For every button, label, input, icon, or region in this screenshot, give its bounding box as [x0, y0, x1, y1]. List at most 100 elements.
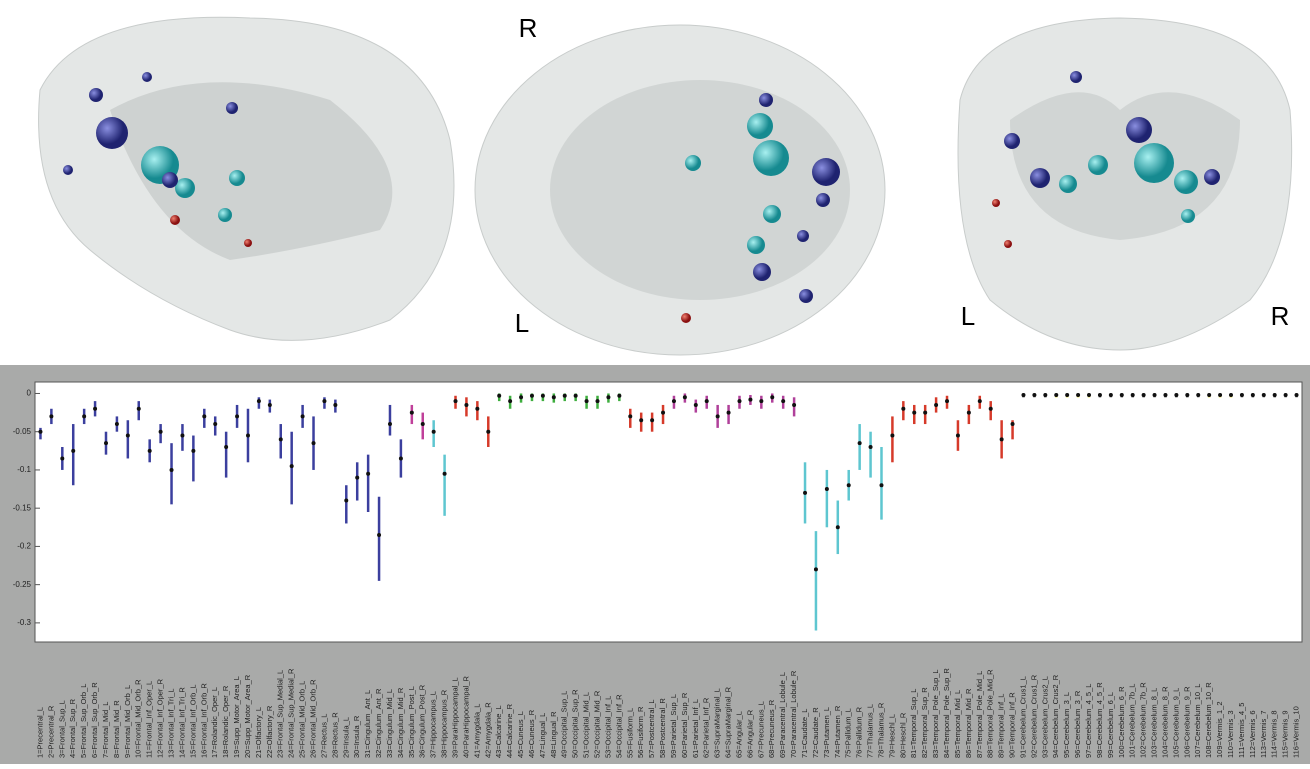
median	[934, 403, 938, 407]
node	[226, 102, 238, 114]
median	[716, 414, 720, 418]
median	[519, 395, 523, 399]
median	[596, 399, 600, 403]
x-tick-label: 17=Rolandic_Oper_L	[210, 687, 219, 758]
median	[1076, 393, 1080, 397]
x-tick-label: 34=Cingulum_Mid_R	[396, 687, 405, 758]
x-tick-label: 35=Cingulum_Post_L	[407, 686, 416, 758]
median	[606, 395, 610, 399]
node	[229, 170, 245, 186]
median	[879, 483, 883, 487]
median	[126, 434, 130, 438]
x-tick-label: 89=Temporal_Inf_L	[997, 694, 1006, 758]
x-tick-label: 108=Cerebelum_10_R	[1204, 682, 1213, 758]
median	[727, 411, 731, 415]
x-tick-label: 45=Cuneus_L	[516, 711, 525, 758]
x-tick-label: 52=Occipital_Mid_R	[592, 690, 601, 758]
node	[812, 158, 840, 186]
median	[694, 403, 698, 407]
x-tick-label: 60=Parietal_Sup_R	[680, 692, 689, 758]
x-tick-label: 64=SupraMarginal_R	[724, 686, 733, 758]
median	[1065, 393, 1069, 397]
x-tick-label: 97=Cerebelum_4_5_L	[1084, 684, 1093, 758]
x-tick-label: 23=Frontal_Sup_Medial_L	[276, 670, 285, 758]
x-tick-label: 91=Cerebelum_Crus1_L	[1018, 676, 1027, 758]
median	[235, 414, 239, 418]
x-tick-label: 15=Frontal_Inf_Orb_L	[188, 684, 197, 758]
median	[683, 395, 687, 399]
median	[792, 403, 796, 407]
median	[923, 411, 927, 415]
x-tick-label: 8=Frontal_Mid_R	[112, 700, 121, 758]
median	[1284, 393, 1288, 397]
x-tick-label: 31=Cingulum_Ant_L	[363, 690, 372, 758]
x-tick-label: 110=Vermis_3	[1226, 710, 1235, 758]
median	[60, 456, 64, 460]
x-tick-label: 2=Precentral_R	[46, 705, 55, 758]
node	[1181, 209, 1195, 223]
x-tick-label: 99=Cerebelum_6_L	[1106, 692, 1115, 758]
node	[1004, 133, 1020, 149]
median	[1218, 393, 1222, 397]
median	[858, 441, 862, 445]
node	[89, 88, 103, 102]
median	[301, 414, 305, 418]
x-tick-label: 12=Frontal_Inf_Oper_R	[156, 678, 165, 758]
view-label: R	[519, 13, 538, 43]
x-tick-label: 66=Angular_R	[745, 709, 754, 758]
x-tick-label: 86=Temporal_Mid_R	[964, 688, 973, 758]
median	[628, 414, 632, 418]
median	[541, 394, 545, 398]
x-tick-label: 82=Temporal_Sup_R	[920, 687, 929, 758]
median	[530, 394, 534, 398]
node	[685, 155, 701, 171]
x-tick-label: 44=Calcarine_R	[505, 703, 514, 758]
x-tick-label: 6=Frontal_Sup_Orb_R	[90, 682, 99, 758]
median	[650, 418, 654, 422]
median	[737, 399, 741, 403]
median	[399, 456, 403, 460]
node	[753, 140, 789, 176]
x-tick-label: 22=Olfactory_R	[265, 705, 274, 758]
node	[244, 239, 252, 247]
node	[1126, 117, 1152, 143]
median	[563, 394, 567, 398]
node	[1070, 71, 1082, 83]
median	[1032, 393, 1036, 397]
median	[552, 395, 556, 399]
node	[1204, 169, 1220, 185]
x-tick-label: 1=Precentral_L	[35, 707, 44, 758]
x-tick-label: 114=Vermis_8	[1270, 710, 1279, 758]
x-tick-label: 57=Postcentral_L	[647, 699, 656, 758]
x-tick-label: 54=Occipital_Inf_R	[614, 694, 623, 758]
x-tick-label: 62=Parietal_Inf_R	[702, 697, 711, 758]
x-tick-label: 79=Heschl_L	[887, 714, 896, 758]
median	[945, 399, 949, 403]
x-tick-label: 20=Supp_Motor_Area_R	[243, 674, 252, 758]
median	[1131, 393, 1135, 397]
median	[454, 399, 458, 403]
x-tick-label: 111=Vermis_4_5	[1237, 703, 1246, 758]
median	[705, 399, 709, 403]
x-tick-label: 83=Temporal_Pole_Sup_L	[931, 669, 940, 758]
x-tick-label: 3=Frontal_Sup_L	[57, 700, 66, 758]
median	[366, 472, 370, 476]
median	[170, 468, 174, 472]
x-tick-label: 38=Hippocampus_R	[440, 689, 449, 758]
median	[508, 399, 512, 403]
x-tick-label: 58=Postcentral_R	[658, 698, 667, 758]
x-tick-label: 109=Vermis_1_2	[1215, 702, 1224, 759]
median	[781, 399, 785, 403]
x-tick-label: 92=Cerebelum_Crus1_R	[1029, 674, 1038, 758]
median	[1000, 437, 1004, 441]
median	[202, 414, 206, 418]
x-tick-label: 41=Amygdala_L	[472, 704, 481, 758]
x-tick-label: 113=Vermis_7	[1259, 710, 1268, 758]
median	[1240, 393, 1244, 397]
x-tick-label: 55=Fusiform_L	[625, 708, 634, 758]
x-tick-label: 95=Cerebelum_3_L	[1062, 692, 1071, 758]
node	[747, 236, 765, 254]
node	[797, 230, 809, 242]
x-tick-label: 19=Supp_Motor_Area_L	[232, 676, 241, 758]
median	[421, 422, 425, 426]
